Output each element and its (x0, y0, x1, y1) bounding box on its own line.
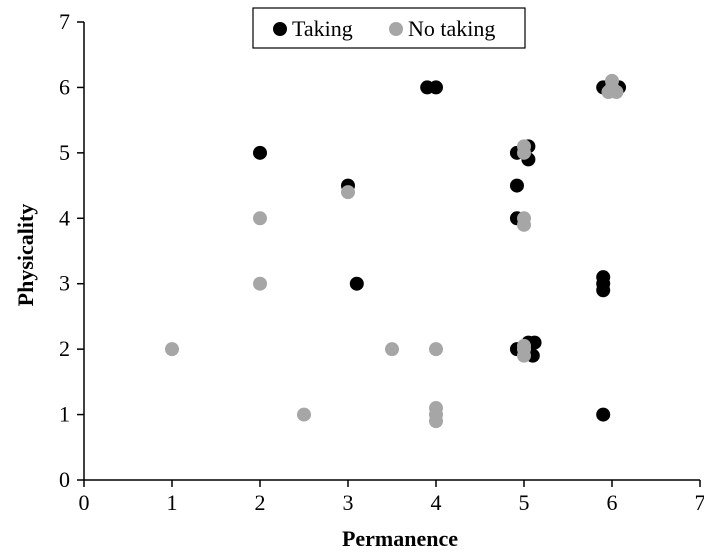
data-point (253, 211, 267, 226)
data-point (429, 342, 443, 357)
y-axis-label: Physicality (13, 204, 38, 307)
legend: Taking No taking (252, 7, 526, 49)
y-tick-label: 7 (59, 9, 70, 34)
data-point (517, 145, 531, 160)
data-points (165, 73, 627, 429)
x-tick-label: 2 (255, 490, 266, 515)
legend-marker (389, 22, 403, 36)
data-point (605, 80, 619, 95)
data-point (596, 407, 611, 422)
legend-box (252, 7, 526, 49)
y-tick-label: 3 (59, 271, 70, 296)
data-point (165, 342, 179, 357)
legend-marker (273, 22, 287, 36)
data-point (253, 276, 267, 291)
x-tick-label: 1 (167, 490, 178, 515)
data-point (341, 185, 355, 200)
x-axis-label: Permanence (342, 526, 458, 551)
y-tick-label: 0 (59, 467, 70, 492)
data-point (596, 283, 611, 298)
x-tick-label: 3 (343, 490, 354, 515)
data-point (509, 178, 524, 193)
data-point (517, 348, 531, 363)
data-point (385, 342, 399, 357)
y-tick-label: 5 (59, 140, 70, 165)
x-tick-label: 6 (607, 490, 618, 515)
y-tick-label: 6 (59, 74, 70, 99)
data-point (297, 407, 311, 422)
y-tick-label: 2 (59, 336, 70, 361)
y-tick-label: 4 (59, 205, 70, 230)
legend-label: No taking (408, 16, 495, 41)
series-taking (253, 80, 627, 422)
axes: 0 1 2 3 4 5 6 7 0 1 2 3 4 5 6 7 (59, 9, 704, 515)
data-point (517, 217, 531, 232)
data-point (527, 335, 542, 350)
data-point (429, 414, 443, 429)
data-point (253, 145, 267, 160)
data-point (349, 276, 364, 291)
y-tick-label: 1 (59, 402, 70, 427)
x-tick-label: 4 (431, 490, 442, 515)
data-point (429, 80, 443, 95)
x-tick-label: 7 (695, 490, 704, 515)
x-tick-label: 5 (519, 490, 530, 515)
data-point (517, 338, 531, 353)
x-tick-label: 0 (79, 490, 90, 515)
legend-label: Taking (292, 16, 353, 41)
series-no-taking (165, 73, 624, 429)
